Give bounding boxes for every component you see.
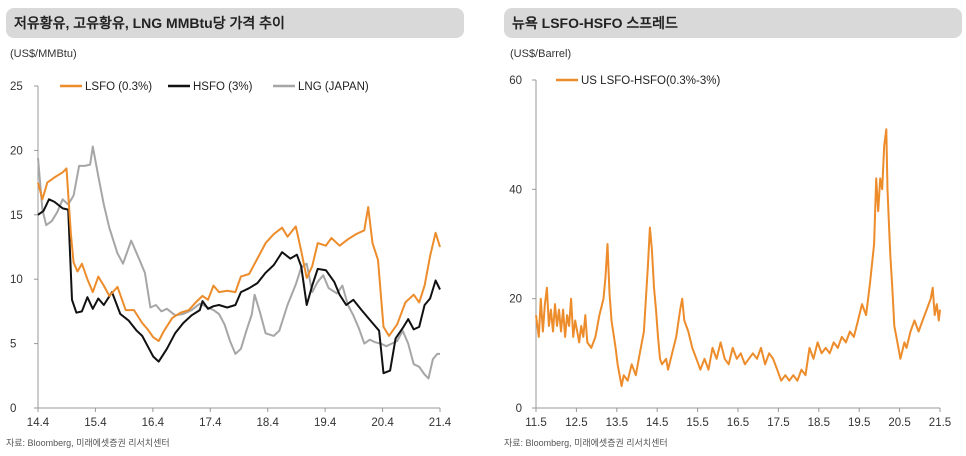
- left-y-unit: (US$/MMBtu): [10, 48, 77, 60]
- left-x-tick-label: 21.4: [429, 417, 452, 429]
- right-y-tick-label: 20: [509, 294, 522, 306]
- right-x-tick-label: 18.5: [808, 417, 830, 429]
- left-x-tick-label: 17.4: [199, 417, 222, 429]
- left-x-tick-label: 14.4: [27, 417, 50, 429]
- right-x-tick-label: 16.5: [727, 417, 749, 429]
- left-x-tick-label: 16.4: [142, 417, 165, 429]
- left-legend-label: LSFO (0.3%): [85, 81, 152, 93]
- right-x-tick-label: 14.5: [646, 417, 668, 429]
- left-x-tick-label: 18.4: [257, 417, 280, 429]
- right-x-tick-label: 13.5: [606, 417, 628, 429]
- left-series-lng-japan-line: [37, 145, 440, 380]
- left-x-tick-label: 20.4: [371, 417, 394, 429]
- right-x-tick-label: 17.5: [767, 417, 789, 429]
- left-y-tick-label: 10: [10, 274, 23, 286]
- left-chart-title: 저유황유, 고유황유, LNG MMBtu당 가격 추이: [6, 8, 464, 38]
- left-y-tick-label: 15: [10, 210, 23, 222]
- right-y-tick-label: 40: [509, 184, 522, 196]
- left-series-lsfo-0-3-line: [37, 167, 441, 342]
- left-legend-label: LNG (JAPAN): [298, 81, 369, 93]
- right-x-tick-label: 21.5: [929, 417, 951, 429]
- left-source-note: 자료: Bloomberg, 미래에셋증권 리서치센터: [6, 438, 170, 448]
- right-legend-label: US LSFO-HSFO(0.3%-3%): [581, 75, 720, 87]
- left-chart-svg: 0 5 10 15 20 25 14.4 15.4 16.4 17.4 18.4 19.4 20.4 21…: [10, 81, 452, 429]
- right-y-tick-label: 60: [509, 75, 522, 87]
- right-x-tick-label: 20.5: [888, 417, 910, 429]
- right-x-tick-label: 15.5: [686, 417, 708, 429]
- right-chart-panel: 뉴욕 LSFO-HSFO 스프레드 (US$/Barrel) 0 20 40 60 11…: [500, 0, 966, 456]
- left-y-tick-label: 0: [10, 403, 16, 415]
- left-x-tick-label: 19.4: [314, 417, 337, 429]
- right-x-tick-label: 19.5: [848, 417, 870, 429]
- left-chart-panel: 저유황유, 고유황유, LNG MMBtu당 가격 추이 (US$/MMBtu)…: [0, 0, 466, 456]
- left-legend-label: HSFO (3%): [193, 81, 253, 93]
- right-chart-svg: 0 20 40 60 11.5 12.5 13.5 14.5 15.5 16.5 17.5 18.5 1…: [509, 75, 951, 429]
- right-y-unit: (US$/Barrel): [510, 48, 572, 60]
- right-x-tick-label: 11.5: [525, 417, 547, 429]
- right-y-tick-label: 0: [516, 403, 522, 415]
- left-x-tick-label: 15.4: [84, 417, 107, 429]
- right-chart-title: 뉴욕 LSFO-HSFO 스프레드: [504, 8, 962, 38]
- left-y-tick-label: 25: [10, 81, 23, 93]
- right-source-note: 자료: Bloomberg, 미래에셋증권 리서치센터: [504, 438, 668, 448]
- left-y-tick-label: 5: [10, 339, 16, 351]
- right-series-us-lsfo-hsfo-0-3-3-line: [535, 128, 941, 388]
- left-y-tick-label: 20: [10, 145, 23, 157]
- left-series-hsfo-3-line: [37, 198, 441, 375]
- right-x-tick-label: 12.5: [565, 417, 587, 429]
